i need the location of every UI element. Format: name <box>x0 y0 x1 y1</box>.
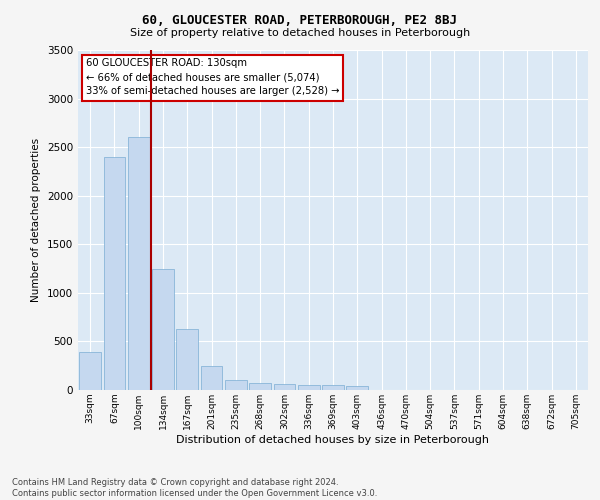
Bar <box>298 384 320 390</box>
Bar <box>346 386 368 390</box>
Y-axis label: Number of detached properties: Number of detached properties <box>31 138 41 302</box>
Text: 60, GLOUCESTER ROAD, PETERBOROUGH, PE2 8BJ: 60, GLOUCESTER ROAD, PETERBOROUGH, PE2 8… <box>143 14 458 27</box>
Bar <box>104 157 125 390</box>
Text: Contains HM Land Registry data © Crown copyright and database right 2024.
Contai: Contains HM Land Registry data © Crown c… <box>12 478 377 498</box>
X-axis label: Distribution of detached houses by size in Peterborough: Distribution of detached houses by size … <box>176 434 490 444</box>
Bar <box>274 384 295 390</box>
Bar <box>322 385 344 390</box>
Bar <box>200 366 223 390</box>
Bar <box>249 382 271 390</box>
Bar <box>176 330 198 390</box>
Text: 60 GLOUCESTER ROAD: 130sqm
← 66% of detached houses are smaller (5,074)
33% of s: 60 GLOUCESTER ROAD: 130sqm ← 66% of deta… <box>86 58 339 96</box>
Bar <box>79 352 101 390</box>
Bar <box>225 380 247 390</box>
Text: Size of property relative to detached houses in Peterborough: Size of property relative to detached ho… <box>130 28 470 38</box>
Bar <box>152 268 174 390</box>
Bar <box>128 138 149 390</box>
